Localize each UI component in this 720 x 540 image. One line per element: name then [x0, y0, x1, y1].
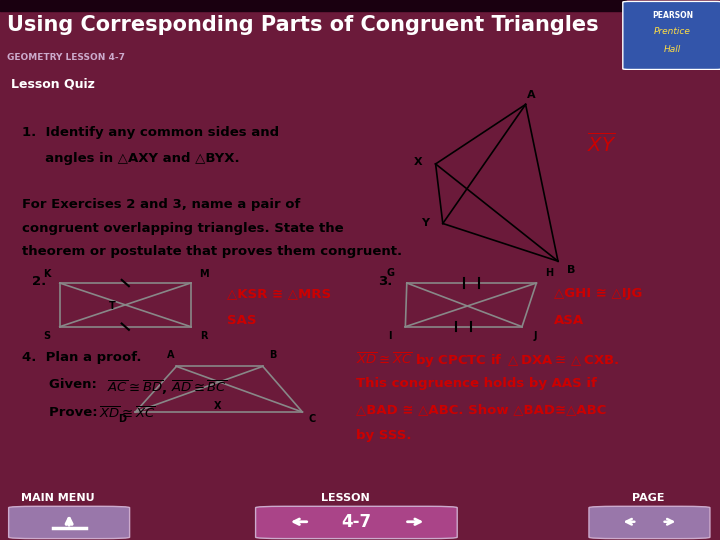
Text: C: C: [309, 414, 316, 424]
Text: G: G: [387, 268, 395, 278]
Text: S: S: [43, 330, 50, 341]
Text: $\overline{XD}$$\cong$$\overline{XC}$: $\overline{XD}$$\cong$$\overline{XC}$: [99, 406, 156, 421]
Text: GEOMETRY LESSON 4-7: GEOMETRY LESSON 4-7: [7, 53, 125, 62]
Text: For Exercises 2 and 3, name a pair of: For Exercises 2 and 3, name a pair of: [22, 198, 300, 211]
Text: A: A: [167, 350, 174, 360]
Text: by SSS.: by SSS.: [356, 429, 412, 442]
Text: Y: Y: [420, 219, 429, 228]
Text: angles in △AXY and △BYX.: angles in △AXY and △BYX.: [22, 152, 239, 165]
Text: B: B: [269, 350, 276, 360]
Text: Given:: Given:: [49, 379, 102, 392]
FancyBboxPatch shape: [9, 507, 130, 538]
Text: A: A: [527, 91, 536, 100]
Text: Using Corresponding Parts of Congruent Triangles: Using Corresponding Parts of Congruent T…: [7, 15, 599, 35]
Text: 4-7: 4-7: [341, 513, 372, 531]
Text: 2.: 2.: [32, 275, 47, 288]
Text: $\overline{XY}$: $\overline{XY}$: [587, 132, 616, 156]
Text: ASA: ASA: [554, 314, 585, 327]
Text: Lesson Quiz: Lesson Quiz: [11, 77, 94, 90]
Text: T: T: [109, 301, 116, 310]
Text: B: B: [567, 265, 575, 275]
FancyBboxPatch shape: [623, 2, 720, 70]
Text: 3.: 3.: [378, 275, 392, 288]
Text: MAIN MENU: MAIN MENU: [21, 493, 94, 503]
Text: R: R: [200, 330, 207, 341]
Text: I: I: [388, 332, 391, 341]
Bar: [0, 0, 626, 10]
Text: $\overline{AC}$$\cong$$\overline{BD}$, $\overline{AD}$$\cong$$\overline{BC}$: $\overline{AC}$$\cong$$\overline{BD}$, $…: [107, 379, 227, 396]
Text: congruent overlapping triangles. State the: congruent overlapping triangles. State t…: [22, 221, 343, 234]
Text: X: X: [214, 401, 221, 411]
Text: Prentice: Prentice: [654, 27, 691, 36]
Text: 1.  Identify any common sides and: 1. Identify any common sides and: [22, 126, 279, 139]
Text: $\overline{XD}$$\cong$$\overline{XC}$ by CPCTC if $\triangle$DXA$\cong$$\triangl: $\overline{XD}$$\cong$$\overline{XC}$ by…: [356, 350, 620, 370]
Text: △BAD ≅ △ABC. Show △BAD≅△ABC: △BAD ≅ △ABC. Show △BAD≅△ABC: [356, 403, 607, 416]
Text: This congruence holds by AAS if: This congruence holds by AAS if: [356, 377, 598, 390]
Text: D: D: [118, 414, 127, 424]
FancyBboxPatch shape: [589, 507, 710, 538]
Text: △GHI ≅ △IJG: △GHI ≅ △IJG: [554, 287, 643, 300]
Text: PAGE: PAGE: [631, 493, 665, 503]
Text: theorem or postulate that proves them congruent.: theorem or postulate that proves them co…: [22, 245, 402, 258]
Text: H: H: [545, 268, 554, 278]
Text: Prove:: Prove:: [49, 406, 102, 419]
Text: △KSR ≅ △MRS: △KSR ≅ △MRS: [227, 287, 331, 300]
Text: M: M: [199, 269, 209, 279]
Text: K: K: [43, 269, 50, 279]
Text: LESSON: LESSON: [321, 493, 370, 503]
FancyBboxPatch shape: [256, 507, 457, 538]
Text: Hall: Hall: [664, 45, 681, 53]
Text: SAS: SAS: [227, 314, 256, 327]
Text: 4.  Plan a proof.: 4. Plan a proof.: [22, 350, 141, 363]
Text: X: X: [413, 157, 422, 167]
Text: PEARSON: PEARSON: [652, 11, 693, 20]
Text: J: J: [534, 332, 536, 341]
